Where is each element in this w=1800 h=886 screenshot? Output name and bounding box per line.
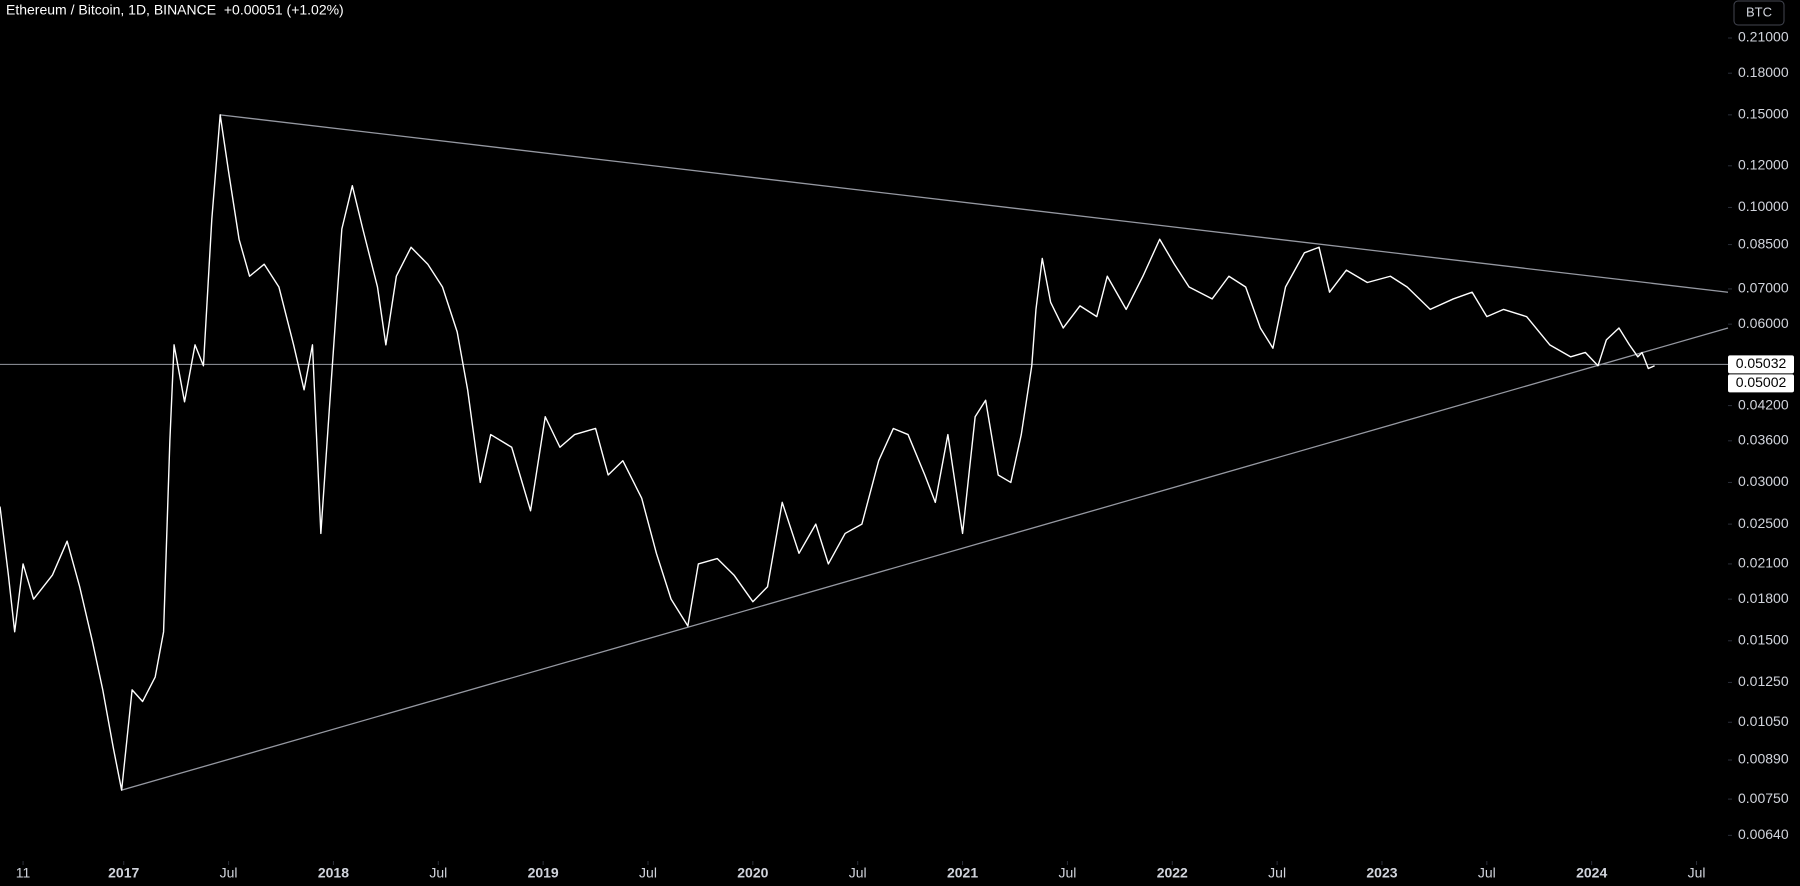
y-tick-label: 0.01050 [1738, 713, 1789, 729]
x-tick-label: Jul [849, 865, 867, 881]
x-tick-label: Jul [429, 865, 447, 881]
x-tick-label: Jul [639, 865, 657, 881]
x-tick-label: 2023 [1366, 865, 1397, 881]
y-tick-label: 0.07000 [1738, 280, 1789, 296]
price-line-series [0, 114, 1655, 791]
price-tag-label: 0.05032 [1736, 355, 1787, 371]
trend-line [121, 327, 1729, 791]
y-tick-label: 0.00750 [1738, 790, 1789, 806]
x-tick-label: 2017 [108, 865, 139, 881]
x-tick-label: Jul [220, 865, 238, 881]
y-tick-label: 0.00890 [1738, 751, 1789, 767]
y-tick-label: 0.03000 [1738, 473, 1789, 489]
y-tick-label: 0.21000 [1738, 29, 1789, 45]
y-tick-label: 0.01800 [1738, 590, 1789, 606]
trend-line [220, 114, 1729, 293]
y-tick-label: 0.15000 [1738, 106, 1789, 122]
y-tick-label: 0.18000 [1738, 64, 1789, 80]
y-tick-label: 0.01500 [1738, 631, 1789, 647]
x-tick-label: Jul [1688, 865, 1706, 881]
price-tag [1728, 374, 1794, 393]
y-tick-label: 0.02100 [1738, 555, 1789, 571]
x-tick-label: 2021 [947, 865, 978, 881]
chart-title: Ethereum / Bitcoin, 1D, BINANCE +0.00051… [6, 2, 344, 18]
y-tick-label: 0.01250 [1738, 673, 1789, 689]
x-tick-label: 2018 [318, 865, 349, 881]
x-tick-label: Jul [1268, 865, 1286, 881]
y-tick-label: 0.00640 [1738, 826, 1789, 842]
y-tick-label: 0.06000 [1738, 315, 1789, 331]
y-tick-label: 0.02500 [1738, 515, 1789, 531]
x-tick-label: 2020 [737, 865, 768, 881]
y-tick-label: 0.08500 [1738, 235, 1789, 251]
y-tick-label: 0.10000 [1738, 198, 1789, 214]
x-tick-label: 2024 [1576, 865, 1607, 881]
x-tick-label: 2019 [528, 865, 559, 881]
price-tag-label: 0.05002 [1736, 374, 1787, 390]
x-tick-label: Jul [1478, 865, 1496, 881]
currency-button[interactable] [1733, 0, 1785, 26]
y-tick-label: 0.04200 [1738, 396, 1789, 412]
x-tick-label: 2022 [1157, 865, 1188, 881]
y-tick-label: 0.12000 [1738, 157, 1789, 173]
y-tick-label: 0.03600 [1738, 432, 1789, 448]
currency-button-label[interactable]: BTC [1746, 4, 1772, 19]
price-tag [1728, 355, 1794, 374]
x-tick-label: Jul [1058, 865, 1076, 881]
x-tick-label: 11 [16, 865, 31, 881]
